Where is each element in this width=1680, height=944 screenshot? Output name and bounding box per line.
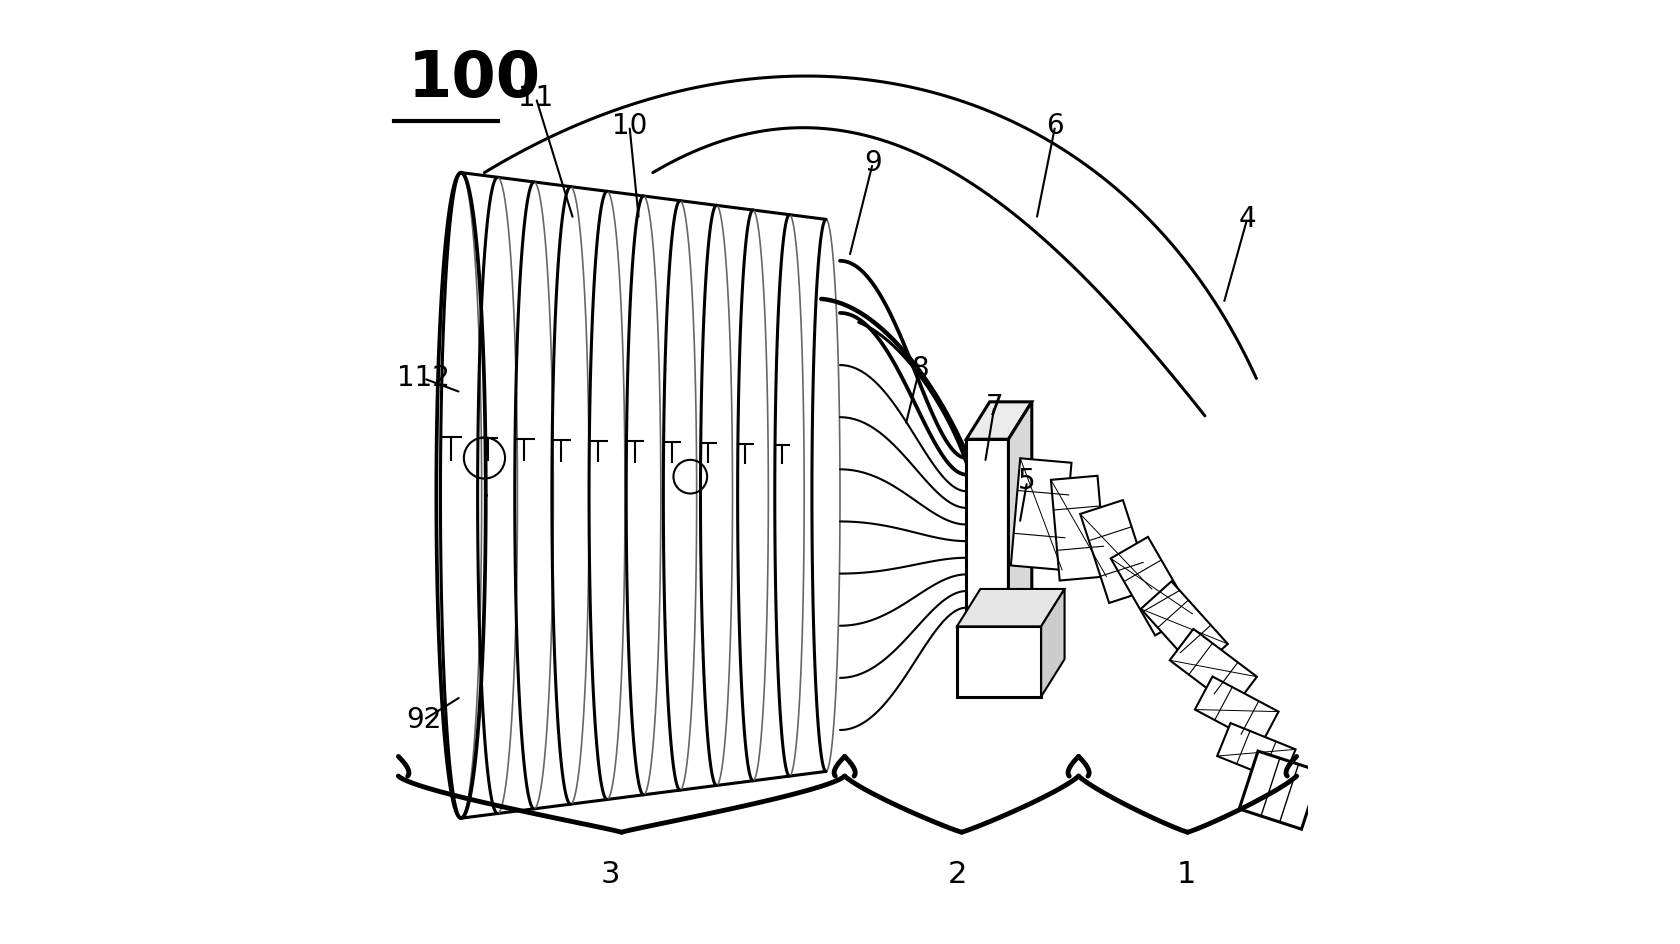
Polygon shape <box>664 201 697 790</box>
Polygon shape <box>590 192 625 800</box>
Polygon shape <box>1194 677 1278 745</box>
Text: 6: 6 <box>1047 111 1063 140</box>
Text: 3: 3 <box>601 860 620 889</box>
Text: 8: 8 <box>911 355 929 383</box>
Polygon shape <box>738 210 768 781</box>
Polygon shape <box>701 206 732 785</box>
Text: 2: 2 <box>948 860 966 889</box>
Polygon shape <box>1052 476 1107 581</box>
Text: 10: 10 <box>612 111 647 140</box>
FancyBboxPatch shape <box>958 627 1042 697</box>
Polygon shape <box>1011 458 1072 570</box>
Polygon shape <box>1110 537 1193 635</box>
Polygon shape <box>553 187 590 804</box>
Polygon shape <box>774 214 805 776</box>
Text: 9: 9 <box>864 149 882 177</box>
Text: 1: 1 <box>1176 860 1196 889</box>
Text: 7: 7 <box>986 393 1003 420</box>
Text: 4: 4 <box>1238 206 1257 233</box>
Polygon shape <box>811 219 840 771</box>
Polygon shape <box>627 196 660 795</box>
Text: 11: 11 <box>519 84 553 111</box>
Polygon shape <box>1042 589 1065 697</box>
FancyBboxPatch shape <box>966 439 1008 627</box>
Polygon shape <box>1240 751 1320 829</box>
Polygon shape <box>966 402 1032 439</box>
Polygon shape <box>958 589 1065 627</box>
Polygon shape <box>1169 629 1257 708</box>
Polygon shape <box>514 182 553 809</box>
Polygon shape <box>1141 582 1228 671</box>
Polygon shape <box>1080 500 1152 603</box>
Text: 100: 100 <box>408 48 541 110</box>
Text: 92: 92 <box>407 706 442 733</box>
Polygon shape <box>440 173 482 818</box>
Text: 112: 112 <box>396 364 450 393</box>
Polygon shape <box>1008 402 1032 627</box>
Text: 5: 5 <box>1018 467 1037 496</box>
Polygon shape <box>1218 723 1295 783</box>
Polygon shape <box>477 177 517 814</box>
